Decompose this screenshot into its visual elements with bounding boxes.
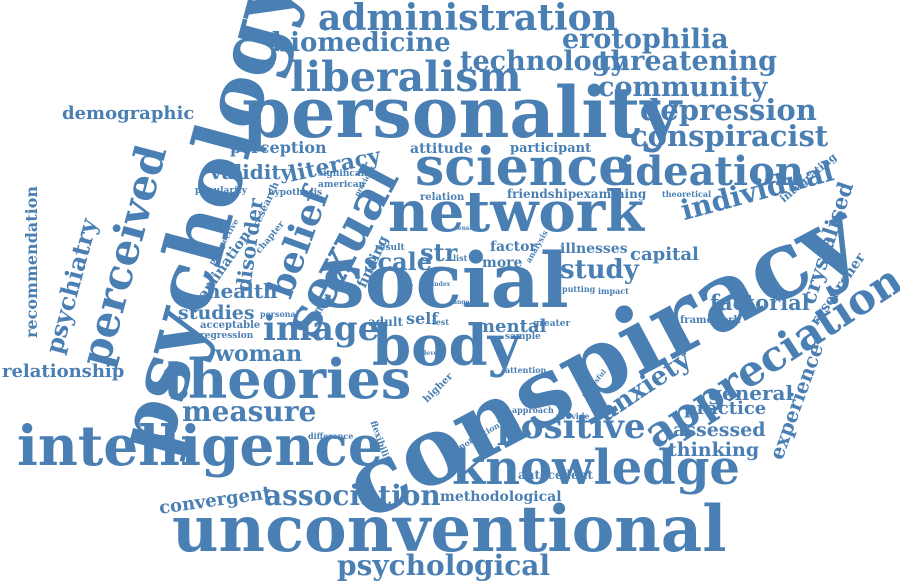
word: social	[322, 236, 569, 325]
word: depression	[640, 93, 817, 127]
word: difference	[308, 431, 354, 441]
word: examining	[576, 187, 647, 201]
word: attitude	[410, 141, 473, 157]
word: association	[264, 479, 441, 512]
word: greater	[533, 319, 571, 329]
word: liberalism	[290, 53, 522, 101]
word: illnesses	[560, 241, 628, 257]
word: attention	[505, 365, 547, 375]
word: general	[708, 381, 794, 405]
word: antecedent	[518, 468, 593, 482]
word: provide	[556, 411, 590, 421]
word: validity	[210, 160, 293, 184]
word: demographic	[62, 103, 195, 124]
word: ideation	[620, 148, 804, 195]
word: regression	[200, 331, 254, 341]
word: personality	[242, 71, 681, 154]
word: personal	[260, 309, 299, 319]
word: participant	[510, 141, 592, 156]
word: assessed	[673, 419, 766, 441]
word: positive	[497, 407, 646, 447]
word: american	[318, 180, 366, 190]
word: scale	[364, 247, 433, 276]
word: more	[482, 255, 523, 271]
word: factor	[490, 239, 537, 255]
word: administration	[318, 0, 618, 39]
word: science	[415, 137, 632, 198]
word: list	[453, 253, 468, 263]
word: thinking	[668, 439, 760, 461]
word: index	[432, 281, 451, 288]
word: perception	[230, 138, 327, 157]
word: health	[206, 279, 278, 303]
word: theories	[163, 347, 412, 411]
word: popularity	[195, 186, 247, 196]
word: tension	[455, 225, 480, 232]
word: mental	[476, 316, 547, 337]
word: methodological	[440, 489, 562, 505]
word: adult	[368, 315, 403, 329]
word: str	[420, 238, 458, 267]
word: sample	[505, 332, 541, 342]
word: community	[598, 72, 768, 103]
word: level	[424, 350, 440, 357]
word: unconventional	[172, 492, 727, 567]
word: theoretical	[662, 189, 712, 199]
word: test	[432, 317, 449, 327]
word: studies	[178, 302, 255, 324]
word: significant	[318, 169, 372, 179]
word: body	[372, 313, 521, 379]
word: threatening	[598, 46, 778, 77]
word: capital	[630, 244, 699, 265]
word: recommendation	[22, 185, 41, 338]
word: measure	[182, 395, 317, 428]
word: psychological	[337, 549, 551, 582]
word: relationship	[2, 361, 125, 382]
word: intelligence	[17, 413, 383, 478]
word: relation	[420, 192, 465, 203]
word: practice	[684, 398, 767, 419]
word: acceptable	[200, 320, 261, 331]
word: approach	[512, 405, 554, 415]
word: hypothesis	[268, 188, 323, 198]
word: erotophilia	[562, 24, 729, 55]
word: range	[450, 299, 470, 306]
word: biomedicine	[272, 28, 451, 58]
word: impact	[598, 286, 629, 296]
word: framework	[680, 315, 741, 326]
word: factorial	[710, 290, 810, 315]
word: friendship	[507, 187, 577, 201]
word: putting	[562, 284, 596, 294]
word: woman	[215, 341, 303, 367]
word: image	[263, 309, 380, 349]
word: knowledge	[452, 440, 740, 496]
word: result	[375, 243, 405, 253]
word: study	[560, 255, 639, 285]
word: network	[388, 179, 645, 245]
word: self	[406, 309, 439, 328]
word: technology	[460, 46, 627, 77]
word: conspiracist	[630, 119, 829, 153]
